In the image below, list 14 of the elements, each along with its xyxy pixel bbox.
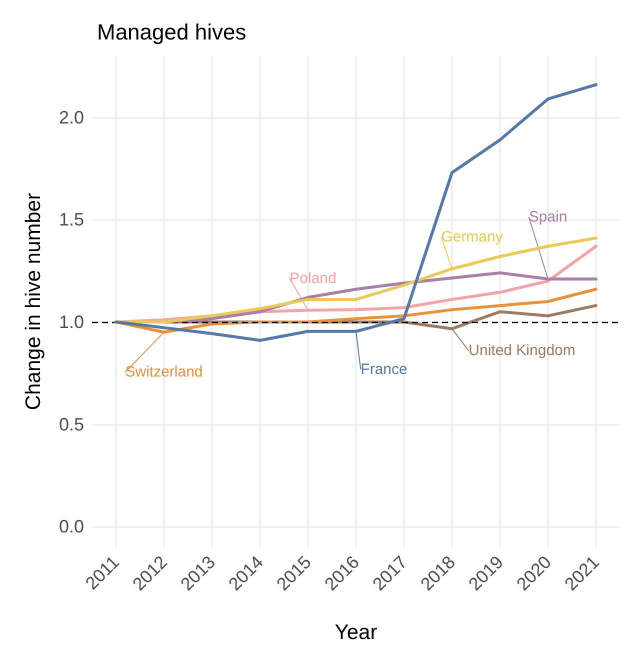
x-axis-title: Year <box>334 621 378 644</box>
y-tick-label: 0.5 <box>58 414 84 434</box>
series-label: France <box>360 360 408 378</box>
y-tick-label: 1.0 <box>58 312 84 332</box>
text: Spain <box>528 208 568 226</box>
series-label: Poland <box>290 270 336 287</box>
y-tick-label: 2.0 <box>58 107 84 128</box>
y-axis-title: Change in hive number <box>22 192 45 410</box>
series-label: United Kingdom <box>468 342 576 360</box>
y-tick-label: 1.5 <box>58 210 84 230</box>
series-label: Germany <box>441 228 504 246</box>
text: Switzerland <box>125 364 203 381</box>
chart-title: Managed hives <box>97 20 246 44</box>
y-tick-label: 0.0 <box>58 516 84 537</box>
